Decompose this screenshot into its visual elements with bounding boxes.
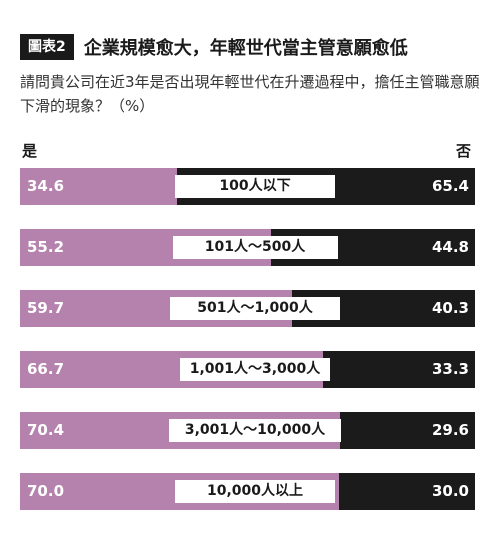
bar-row: 34.6 65.4 100人以下 — [20, 168, 475, 205]
value-label-no: 29.6 — [431, 421, 469, 439]
left-label: 是 — [22, 142, 38, 160]
bar-segment-no — [339, 473, 475, 510]
value-label-yes: 70.0 — [27, 482, 65, 500]
value-label-yes: 55.2 — [27, 238, 65, 256]
bar-segment-no — [340, 412, 475, 449]
value-label-yes: 66.7 — [27, 360, 65, 378]
value-label-no: 44.8 — [431, 238, 469, 256]
value-label-yes: 59.7 — [27, 299, 65, 317]
bar-segment-no — [323, 351, 475, 388]
category-label: 101人～500人 — [172, 236, 338, 259]
title-row: 圖表2 企業規模愈大，年輕世代當主管意願愈低 — [20, 32, 408, 62]
figure-label: 圖表2 — [20, 34, 74, 60]
category-label: 3,001人～10,000人 — [169, 419, 341, 442]
bar-row: 70.4 29.6 3,001人～10,000人 — [20, 412, 475, 449]
category-label: 10,000人以上 — [175, 480, 335, 503]
value-label-no: 30.0 — [431, 482, 469, 500]
bar-segment-yes — [20, 168, 177, 205]
bar-row: 66.7 33.3 1,001人～3,000人 — [20, 351, 475, 388]
category-label: 501人～1,000人 — [170, 297, 340, 320]
value-label-yes: 34.6 — [27, 177, 65, 195]
chart-subtitle: 請問貴公司在近3年是否出現年輕世代在升遷過程中，擔任主管職意願下滑的現象？（%） — [20, 73, 480, 115]
bar-row: 59.7 40.3 501人～1,000人 — [20, 290, 475, 327]
category-label: 100人以下 — [175, 175, 335, 198]
category-label: 1,001人～3,000人 — [180, 358, 330, 381]
chart-title: 企業規模愈大，年輕世代當主管意願愈低 — [83, 38, 408, 59]
value-label-yes: 70.4 — [27, 421, 65, 439]
right-label: 否 — [455, 142, 471, 160]
bar-row: 55.2 44.8 101人～500人 — [20, 229, 475, 266]
bar-row: 70.0 30.0 10,000人以上 — [20, 473, 475, 510]
value-label-no: 33.3 — [431, 360, 469, 378]
value-label-no: 40.3 — [431, 299, 469, 317]
value-label-no: 65.4 — [431, 177, 469, 195]
